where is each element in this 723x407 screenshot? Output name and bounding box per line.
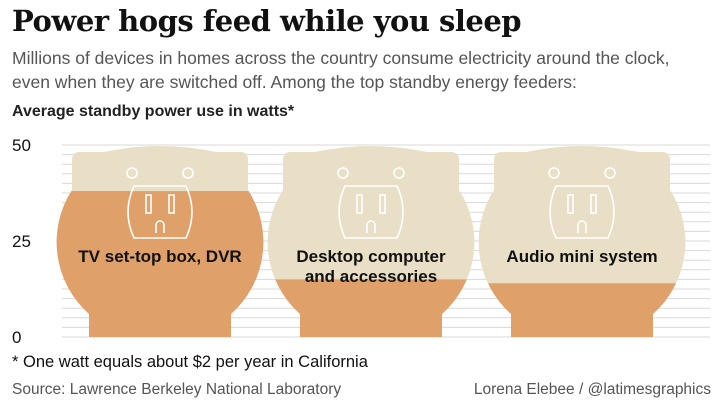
- subtitle-line: even when they are switched off. Among t…: [12, 72, 577, 92]
- outlet-ground: [577, 220, 587, 233]
- bar-fill: [267, 279, 475, 337]
- category-label: Audio mini system: [506, 247, 657, 266]
- outlet-icon: [548, 167, 616, 239]
- bar-fill: [56, 191, 264, 337]
- y-tick-label: 0: [12, 328, 21, 347]
- subtitle-line: Millions of devices in homes across the …: [12, 48, 670, 68]
- credit-line: Lorena Elebee / @latimesgraphics: [473, 381, 711, 398]
- piggy-bar: Audio mini system: [478, 146, 686, 337]
- outlet-plate: [549, 185, 615, 239]
- outlet-eye: [604, 167, 616, 179]
- source-note: Source: Lawrence Berkeley National Labor…: [12, 381, 342, 398]
- piggy-bar: TV set-top box, DVR: [56, 146, 264, 337]
- outlet-slot: [567, 194, 574, 214]
- outlet-slot: [379, 194, 386, 214]
- outlet-slot: [168, 194, 175, 214]
- outlet-eye: [182, 167, 194, 179]
- outlet-eye: [548, 167, 560, 179]
- y-tick-label: 25: [12, 232, 31, 251]
- y-axis-label: Average standby power use in watts*: [12, 103, 295, 120]
- footnote: * One watt equals about $2 per year in C…: [12, 353, 368, 371]
- bar-fill: [478, 283, 686, 337]
- outlet-ground: [366, 220, 376, 233]
- category-label: Desktop computer: [296, 247, 446, 266]
- outlet-plate: [127, 185, 193, 239]
- outlet-icon: [337, 167, 405, 239]
- outlet-slot: [145, 194, 152, 214]
- outlet-icon: [126, 167, 194, 239]
- y-tick-label: 50: [12, 136, 31, 155]
- outlet-ground: [155, 220, 165, 233]
- outlet-eye: [393, 167, 405, 179]
- chart-subtitle: Millions of devices in homes across the …: [12, 46, 712, 94]
- outlet-eye: [337, 167, 349, 179]
- outlet-eye: [126, 167, 138, 179]
- outlet-slot: [356, 194, 363, 214]
- chart-title: Power hogs feed while you sleep: [12, 4, 522, 38]
- outlet-plate: [338, 185, 404, 239]
- outlet-slot: [590, 194, 597, 214]
- category-label: TV set-top box, DVR: [78, 247, 241, 266]
- category-label: and accessories: [305, 267, 437, 286]
